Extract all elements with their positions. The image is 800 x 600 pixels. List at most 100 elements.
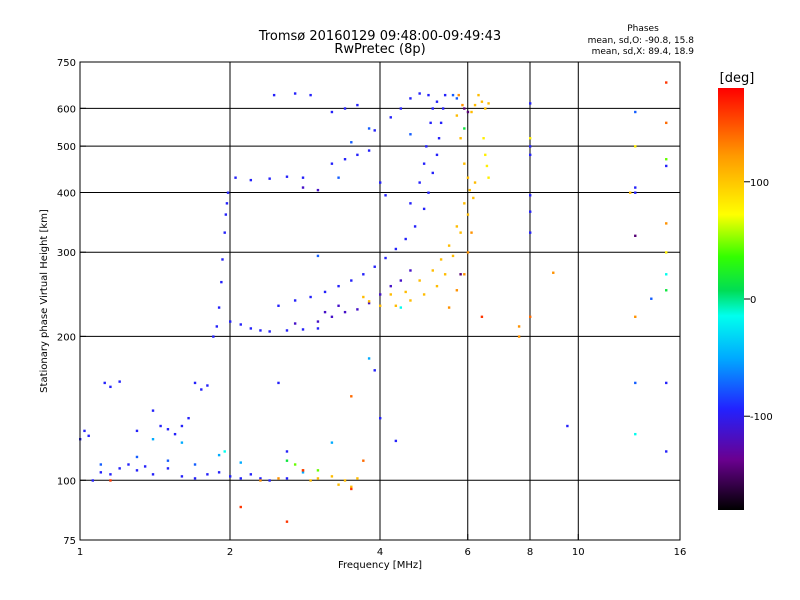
data-point [316,254,320,258]
data-point [634,145,637,148]
data-point [193,463,197,466]
y-tick-label: 750 [57,58,76,69]
data-point [212,335,215,338]
y-tick-label: 75 [63,536,76,547]
phase-info-heading: Phases [627,24,659,34]
data-point [350,395,353,398]
data-point [193,381,197,385]
data-point [187,416,190,420]
x-tick-label: 16 [674,547,687,558]
data-point [459,273,462,276]
data-point [463,273,466,276]
data-point [418,181,421,184]
data-point [404,237,407,241]
phase-info: Phases mean, sd,O: -90.8, 15.8 mean, sd,… [588,24,695,57]
data-point [350,487,353,491]
data-point [193,477,197,480]
data-point [367,300,371,303]
data-point [552,271,555,274]
data-point [293,299,297,302]
data-point [482,137,485,140]
data-point [356,308,359,311]
data-point [343,107,347,110]
data-point [435,284,439,288]
data-point [91,479,95,482]
colorbar-ticks: 100 0 -100 [744,178,773,423]
data-point [109,385,112,389]
data-point [239,461,242,464]
phase-info-o: mean, sd,O: -90.8, 15.8 [588,36,695,46]
data-point [665,381,668,385]
data-point [470,110,473,114]
data-point [301,469,305,472]
data-point [166,428,170,431]
data-point [409,133,412,136]
data-point [529,194,532,197]
data-point [409,202,412,205]
data-point [418,92,421,95]
data-point [477,93,480,97]
data-point [337,176,340,179]
y-tick-label: 100 [57,476,76,487]
data-point [463,107,466,110]
data-point [451,93,455,97]
data-point [431,171,434,175]
phase-info-x: mean, sd,X: 89.4, 18.9 [592,47,695,57]
data-point [404,290,407,294]
data-point [285,329,289,332]
data-point [277,304,280,307]
data-point [439,121,443,125]
data-point [665,450,668,453]
data-points [79,81,668,523]
data-point [159,424,162,428]
data-point [394,247,398,251]
data-point [461,103,464,107]
data-point [634,234,637,237]
data-point [217,453,221,457]
data-point [239,477,242,480]
data-point [337,483,340,486]
data-point [293,92,297,95]
data-point [173,432,177,436]
data-point [379,416,382,420]
data-point [343,310,347,314]
data-point [350,279,353,282]
data-point [135,429,139,433]
data-point [118,380,121,383]
data-point [225,202,229,205]
data-point [277,477,280,480]
data-point [665,289,668,292]
data-point [301,186,305,189]
data-point [441,107,445,110]
data-point [330,441,334,444]
data-point [394,304,398,307]
data-point [665,251,668,254]
data-point [422,207,426,211]
data-point [455,97,459,100]
x-tick-label: 2 [227,547,233,558]
data-point [285,477,289,480]
data-point [259,329,262,332]
data-point [239,323,242,326]
data-point [472,196,475,200]
data-point [665,273,668,276]
data-point [221,258,224,261]
data-point [517,335,521,338]
data-point [373,369,376,372]
data-point [455,114,459,117]
data-point [249,327,253,330]
x-tick-label: 10 [572,547,585,558]
data-point [330,162,334,165]
x-axis-label: Frequency [MHz] [338,560,422,571]
data-point [356,477,359,480]
data-point [418,279,421,282]
data-point [399,306,403,309]
data-point [285,450,289,453]
data-point [285,520,289,523]
data-point [118,467,121,470]
data-point [166,459,170,462]
data-point [83,429,86,433]
data-point [316,327,320,330]
data-point [239,505,242,509]
data-point [234,176,237,179]
